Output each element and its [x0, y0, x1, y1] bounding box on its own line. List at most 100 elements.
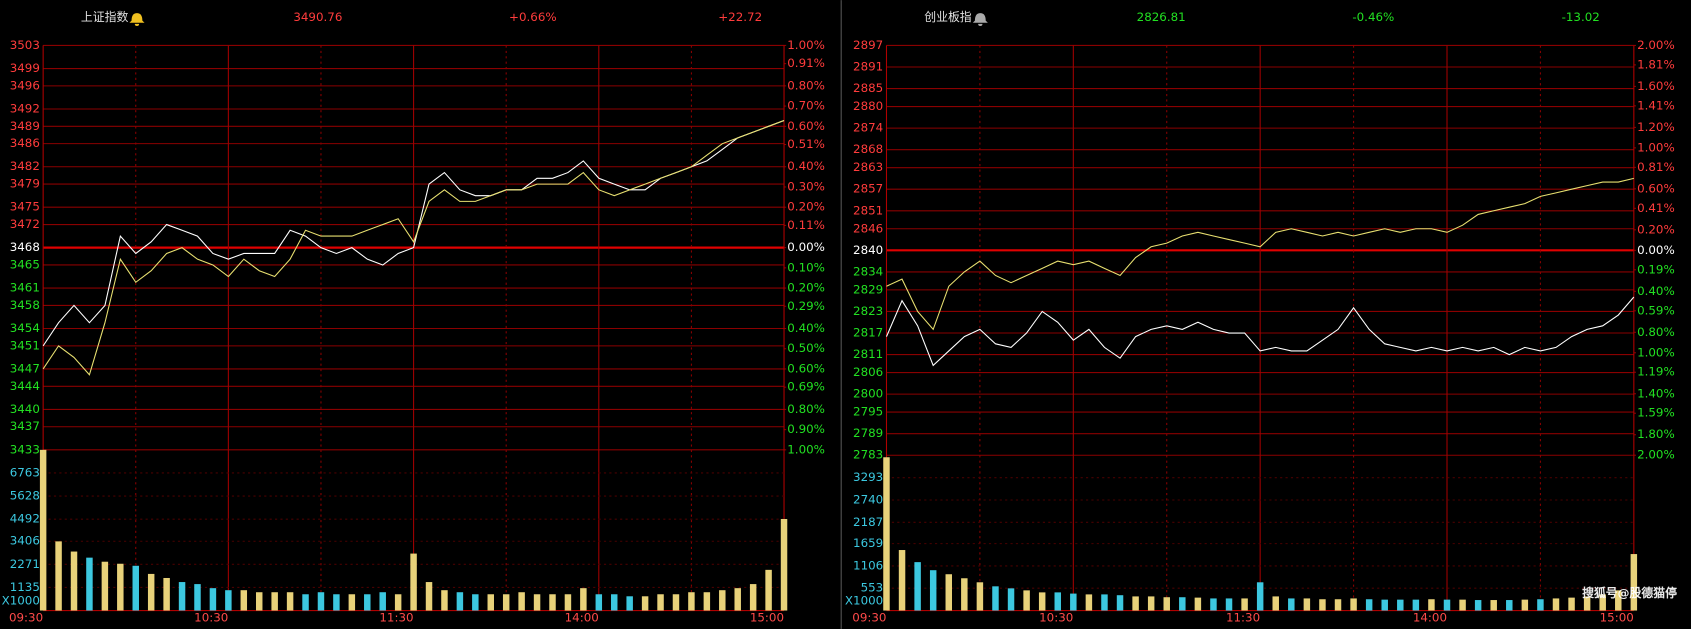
volume-bar	[1023, 590, 1030, 611]
volume-bar	[883, 457, 890, 611]
price-tick-label: 2829	[853, 282, 883, 296]
percent-tick-label: 1.41%	[1637, 98, 1675, 112]
percent-tick-label: 0.91%	[787, 56, 825, 70]
percent-tick-label: 1.59%	[1637, 406, 1675, 420]
price-tick-label: 3461	[10, 281, 40, 295]
percent-tick-label: 0.60%	[787, 119, 825, 133]
watermark: 搜狐号@股德猫停	[1582, 586, 1677, 600]
volume-bar	[487, 594, 494, 611]
volume-bar	[672, 594, 680, 611]
volume-bar	[1459, 599, 1466, 611]
volume-tick-label: 1135	[10, 580, 40, 594]
volume-bar	[961, 578, 968, 611]
price-tick-label: 2885	[853, 81, 883, 95]
volume-bar	[1537, 599, 1544, 611]
price-tick-label: 2846	[853, 221, 883, 235]
price-tick-label: 2863	[853, 160, 883, 174]
volume-bar	[1412, 599, 1420, 611]
volume-tick-label: 3293	[853, 470, 883, 484]
volume-bar	[1630, 554, 1638, 611]
volume-unit-label: X1000	[2, 593, 40, 607]
volume-bar	[1443, 599, 1451, 611]
volume-bar	[749, 584, 757, 611]
price-tick-label: 2857	[853, 182, 883, 196]
volume-bar	[178, 582, 186, 611]
volume-bar	[1101, 594, 1108, 611]
percent-tick-label: 1.00%	[1637, 140, 1675, 154]
change-percent: -0.46%	[1352, 10, 1394, 24]
price-tick-label: 3492	[10, 101, 40, 115]
volume-bar	[441, 590, 448, 611]
volume-bar	[1116, 595, 1124, 611]
volume-tick-label: 3406	[10, 534, 40, 548]
price-tick-label: 2817	[853, 326, 883, 340]
volume-bar	[533, 594, 541, 611]
price-tick-label: 3447	[10, 361, 40, 375]
percent-tick-label: 0.20%	[787, 200, 825, 214]
price-tick-label: 3468	[10, 240, 40, 254]
volume-bar	[1568, 597, 1575, 611]
volume-bar	[456, 592, 464, 611]
time-label: 14:00	[565, 611, 599, 625]
volume-bar	[255, 592, 263, 611]
price-line	[42, 119, 785, 376]
index-name: 上证指数	[81, 10, 129, 24]
price-tick-label: 2851	[853, 203, 883, 217]
price-tick-label: 2800	[853, 387, 883, 401]
volume-bar	[564, 594, 572, 611]
volume-bar	[765, 569, 772, 611]
bell-icon	[129, 13, 145, 27]
price-tick-label: 2868	[853, 142, 883, 156]
volume-bar	[1552, 598, 1560, 611]
price-tick-label: 2840	[853, 243, 883, 257]
volume-bar	[626, 596, 633, 611]
volume-bar	[780, 519, 788, 611]
time-label: 15:00	[750, 611, 784, 625]
last-price: 2826.81	[1137, 10, 1186, 24]
volume-bar	[734, 588, 741, 611]
price-tick-label: 3437	[10, 419, 40, 433]
volume-bar	[914, 562, 921, 611]
volume-bar	[502, 594, 510, 611]
price-tick-label: 2811	[853, 347, 883, 361]
price-line	[885, 296, 1635, 367]
volume-bar	[147, 573, 155, 611]
percent-tick-label: 0.20%	[1637, 222, 1675, 236]
volume-bar	[317, 592, 325, 611]
time-label: 10:30	[1039, 611, 1073, 625]
volume-bar	[1288, 598, 1295, 611]
volume-bar	[117, 563, 124, 611]
price-tick-label: 3433	[10, 442, 40, 456]
volume-bar	[1163, 597, 1170, 611]
percent-tick-label: 2.00%	[1637, 448, 1675, 462]
price-tick-label: 3486	[10, 136, 40, 150]
percent-tick-label: 0.40%	[787, 321, 825, 335]
time-label: 14:00	[1413, 611, 1447, 625]
volume-bar	[194, 584, 201, 611]
price-tick-label: 3465	[10, 257, 40, 271]
price-tick-label: 3496	[10, 78, 40, 92]
volume-bar	[225, 590, 232, 611]
volume-bar	[1397, 599, 1404, 611]
percent-tick-label: 0.70%	[787, 99, 825, 113]
volume-bar	[1583, 596, 1591, 611]
volume-bar	[1085, 594, 1093, 611]
volume-bar	[55, 541, 62, 611]
volume-bar	[209, 588, 217, 611]
time-label: 11:30	[379, 611, 413, 625]
price-tick-label: 3482	[10, 159, 40, 173]
volume-bar	[472, 594, 479, 611]
volume-bar	[1615, 590, 1622, 611]
volume-bar	[240, 590, 248, 611]
volume-bar	[410, 553, 417, 611]
volume-bar	[1521, 599, 1529, 611]
volume-bar	[992, 586, 999, 611]
volume-bar	[101, 561, 109, 611]
volume-bar	[1256, 582, 1264, 611]
volume-bar	[1272, 596, 1279, 611]
volume-bar	[580, 588, 587, 611]
volume-tick-label: 2271	[10, 557, 40, 571]
price-tick-label: 3479	[10, 177, 40, 191]
percent-tick-label: 1.40%	[1637, 386, 1675, 400]
